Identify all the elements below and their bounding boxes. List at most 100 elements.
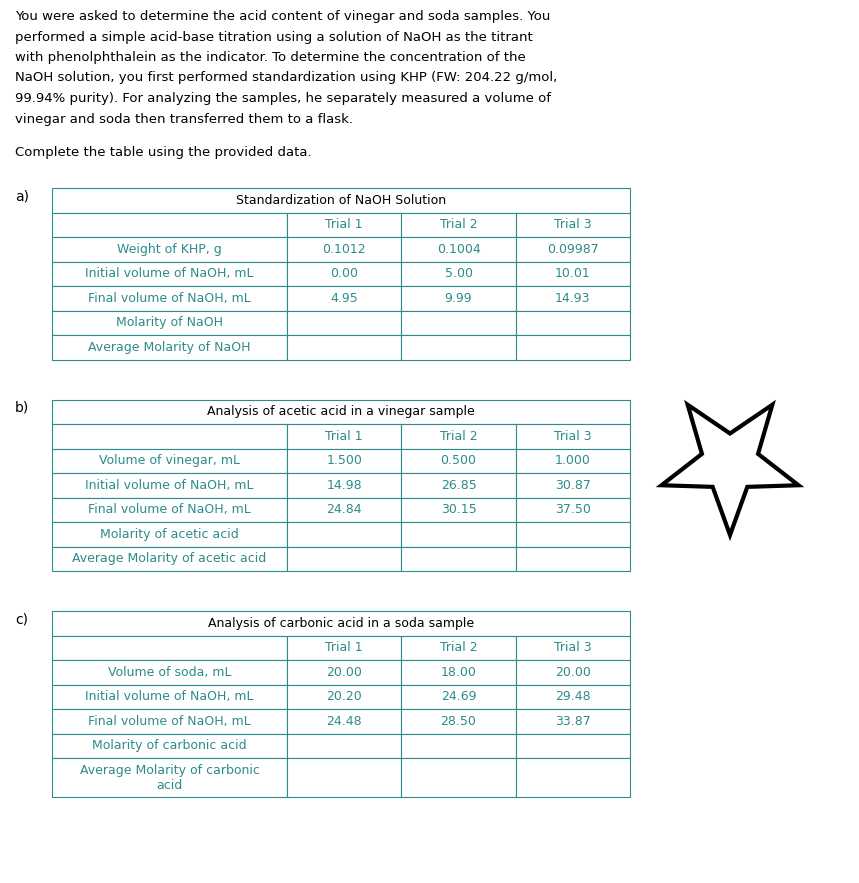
Bar [52, 547, 287, 571]
Bar [287, 636, 401, 660]
Text: Final volume of NaOH, mL: Final volume of NaOH, mL [88, 714, 251, 728]
Bar [515, 636, 630, 660]
Bar [52, 213, 287, 237]
Bar [52, 497, 287, 522]
Bar [515, 522, 630, 547]
Bar [401, 261, 515, 286]
Bar [401, 473, 515, 497]
Text: 14.93: 14.93 [555, 291, 591, 305]
Bar [287, 286, 401, 311]
Text: Complete the table using the provided data.: Complete the table using the provided da… [15, 146, 312, 159]
Bar [515, 547, 630, 571]
Bar [287, 660, 401, 684]
Bar [515, 734, 630, 758]
Text: Molarity of carbonic acid: Molarity of carbonic acid [92, 739, 247, 752]
Bar [52, 758, 287, 797]
Bar [515, 424, 630, 449]
Bar [287, 684, 401, 709]
Text: Volume of soda, mL: Volume of soda, mL [107, 666, 231, 679]
Text: 14.98: 14.98 [326, 479, 362, 492]
Bar [52, 611, 630, 636]
Bar [52, 684, 287, 709]
Text: 10.01: 10.01 [555, 268, 591, 280]
Text: 30.87: 30.87 [555, 479, 591, 492]
Text: with phenolphthalein as the indicator. To determine the concentration of the: with phenolphthalein as the indicator. T… [15, 51, 526, 64]
Bar [52, 188, 630, 213]
Text: 24.69: 24.69 [441, 691, 476, 703]
Bar [287, 213, 401, 237]
Text: Final volume of NaOH, mL: Final volume of NaOH, mL [88, 291, 251, 305]
Text: Trial 3: Trial 3 [554, 218, 592, 231]
Bar [287, 237, 401, 261]
Text: 24.48: 24.48 [326, 714, 362, 728]
Text: 30.15: 30.15 [441, 503, 477, 517]
Text: Trial 1: Trial 1 [326, 218, 363, 231]
Text: You were asked to determine the acid content of vinegar and soda samples. You: You were asked to determine the acid con… [15, 10, 551, 23]
Bar [401, 286, 515, 311]
Bar [401, 424, 515, 449]
Text: Final volume of NaOH, mL: Final volume of NaOH, mL [88, 503, 251, 517]
Bar [401, 311, 515, 335]
Bar [401, 660, 515, 684]
Bar [401, 636, 515, 660]
Bar [515, 335, 630, 359]
Bar [287, 497, 401, 522]
Bar [515, 497, 630, 522]
Text: Trial 1: Trial 1 [326, 430, 363, 442]
Text: Trial 2: Trial 2 [440, 218, 478, 231]
Bar [52, 399, 630, 424]
Text: 24.84: 24.84 [326, 503, 362, 517]
Text: 26.85: 26.85 [441, 479, 477, 492]
Bar [287, 335, 401, 359]
Bar [52, 522, 287, 547]
Bar [401, 547, 515, 571]
Text: Trial 3: Trial 3 [554, 641, 592, 654]
Text: vinegar and soda then transferred them to a flask.: vinegar and soda then transferred them t… [15, 112, 353, 125]
Bar [287, 522, 401, 547]
Bar [52, 734, 287, 758]
Bar [52, 473, 287, 497]
Bar [287, 261, 401, 286]
Text: Standardization of NaOH Solution: Standardization of NaOH Solution [236, 193, 446, 207]
Text: Initial volume of NaOH, mL: Initial volume of NaOH, mL [85, 268, 253, 280]
Bar [52, 424, 287, 449]
Bar [515, 237, 630, 261]
Text: b): b) [15, 401, 29, 414]
Bar [515, 684, 630, 709]
Text: Initial volume of NaOH, mL: Initial volume of NaOH, mL [85, 691, 253, 703]
Bar [515, 213, 630, 237]
Text: 1.000: 1.000 [555, 454, 591, 467]
Text: Analysis of carbonic acid in a soda sample: Analysis of carbonic acid in a soda samp… [208, 616, 474, 630]
Text: Analysis of acetic acid in a vinegar sample: Analysis of acetic acid in a vinegar sam… [207, 405, 475, 419]
Bar [401, 684, 515, 709]
Bar [287, 758, 401, 797]
Bar [52, 636, 287, 660]
Bar [52, 237, 287, 261]
Bar [287, 473, 401, 497]
Text: 0.1012: 0.1012 [322, 243, 366, 256]
Bar [52, 286, 287, 311]
Text: Average Molarity of carbonic
acid: Average Molarity of carbonic acid [80, 764, 259, 791]
Text: 28.50: 28.50 [441, 714, 477, 728]
Bar [515, 286, 630, 311]
Bar [401, 758, 515, 797]
Bar [515, 261, 630, 286]
Bar [401, 522, 515, 547]
Text: 20.00: 20.00 [555, 666, 591, 679]
Text: 20.20: 20.20 [326, 691, 362, 703]
Bar [52, 311, 287, 335]
Text: Trial 2: Trial 2 [440, 430, 478, 442]
Text: Average Molarity of acetic acid: Average Molarity of acetic acid [72, 552, 266, 565]
Text: 29.48: 29.48 [555, 691, 591, 703]
Text: 4.95: 4.95 [331, 291, 358, 305]
Text: a): a) [15, 189, 29, 203]
Text: 20.00: 20.00 [326, 666, 362, 679]
Text: 18.00: 18.00 [441, 666, 477, 679]
Text: 5.00: 5.00 [444, 268, 472, 280]
Bar [287, 424, 401, 449]
Text: Initial volume of NaOH, mL: Initial volume of NaOH, mL [85, 479, 253, 492]
Bar [515, 660, 630, 684]
Text: Weight of KHP, g: Weight of KHP, g [117, 243, 222, 256]
Bar [287, 547, 401, 571]
Bar [52, 449, 287, 473]
